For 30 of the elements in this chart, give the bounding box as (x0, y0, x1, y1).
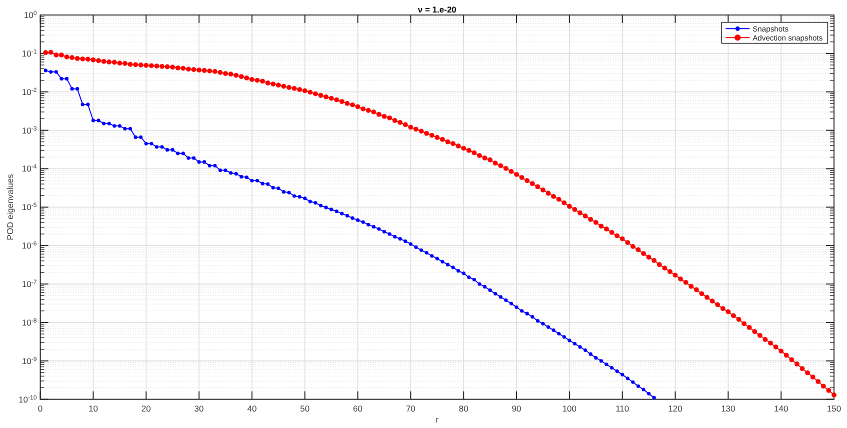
chart-title: ν = 1.e-20 (418, 4, 457, 14)
x-tick-label: 90 (512, 404, 522, 414)
x-tick-label: 130 (721, 404, 736, 414)
x-tick-label: 70 (406, 404, 416, 414)
x-tick-label: 100 (562, 404, 577, 414)
y-tick-label: 10$^{-9}$ (22, 355, 38, 366)
y-tick-label: 10$^{-7}$ (22, 278, 38, 290)
x-tick-label: 30 (194, 404, 204, 414)
y-tick-label: 10$^{-3}$ (22, 124, 38, 136)
y-tick-label: 10$^{-2}$ (22, 86, 38, 97)
x-tick-label: 120 (668, 404, 683, 414)
x-tick-label: 50 (300, 404, 310, 414)
x-tick-label: 10 (88, 404, 98, 414)
y-tick-label: 10$^{-5}$ (22, 202, 38, 212)
y-tick-label: 10$^{-4}$ (22, 163, 38, 174)
x-tick-label: 140 (774, 404, 788, 414)
y-tick-label: 10$^{-10}$ (18, 394, 38, 404)
x-tick-label: 20 (141, 404, 152, 414)
y-axis-title: POD eigenvalues (5, 174, 15, 240)
y-tick-label: 10$^{0}$ (24, 10, 38, 20)
y-tick-label: 10$^{-6}$ (22, 240, 38, 251)
y-tick-label: 10$^{-8}$ (22, 316, 38, 328)
x-tick-label: 0 (38, 404, 43, 414)
x-tick-label: 40 (247, 404, 257, 414)
x-tick-label: 110 (616, 404, 630, 414)
x-tick-label: 60 (353, 404, 363, 414)
x-tick-label: 150 (826, 404, 842, 414)
y-tick-label: 10$^{-1}$ (22, 48, 38, 58)
x-tick-label: 80 (458, 404, 469, 414)
x-axis-title: r (436, 414, 439, 424)
